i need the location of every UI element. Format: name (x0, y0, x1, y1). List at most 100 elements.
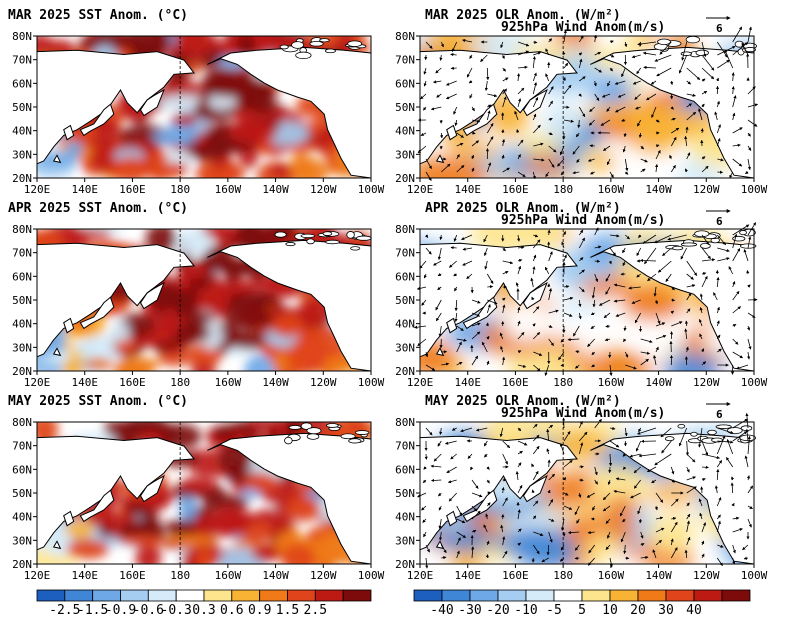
wind-arrow (517, 265, 522, 275)
wind-arrow (578, 106, 586, 118)
wind-arrow (517, 556, 523, 560)
wind-arrow (578, 431, 588, 442)
lon-tick-label: 140W (262, 569, 289, 582)
wind-arrow (716, 320, 720, 327)
wind-arrow (635, 106, 641, 110)
wind-arrow (686, 513, 691, 520)
lat-tick-label: 20N (12, 558, 32, 571)
wind-arrow (423, 466, 427, 470)
wind-arrow (486, 303, 491, 314)
wind-arrow (454, 299, 458, 312)
wind-arrow (453, 106, 458, 115)
colorbar-label: -10 (514, 603, 537, 618)
wind-arrow (732, 557, 736, 565)
wind-arrow (532, 470, 539, 481)
wind-arrow (423, 106, 427, 111)
wind-arrow (517, 462, 522, 468)
wind-arrow (670, 547, 678, 559)
colorbar-label: -5 (546, 603, 562, 618)
wind-arrow (501, 154, 505, 160)
coastline (36, 49, 195, 165)
wind-arrow (548, 132, 553, 136)
lat-tick-label: 70N (12, 440, 32, 453)
wind-arrow (466, 67, 473, 78)
wind-arrow (635, 440, 642, 452)
wind-arrow (456, 537, 461, 546)
wind-arrow (747, 145, 752, 151)
panel-olr-may: 120E 140E 160E 180 160W 140W 120W 100W 20N 30N 40N… (395, 394, 767, 582)
colorbar-swatch (553, 589, 583, 602)
wind-arrow (732, 306, 742, 314)
wind-arrow (438, 518, 442, 530)
coastline (462, 489, 498, 523)
wind-arrow (592, 505, 596, 511)
wind-arrow (684, 168, 688, 173)
wind-arrow (591, 351, 595, 356)
wind-arrow (643, 65, 657, 70)
lon-tick-label: 140E (454, 376, 481, 389)
wind-arrow (532, 323, 536, 327)
wind-arrow (655, 516, 664, 520)
wind-arrow (701, 156, 706, 160)
lon-tick-label: 140W (645, 183, 672, 196)
wind-arrow (475, 427, 488, 432)
wind-arrow (425, 544, 430, 553)
wind-arrow (447, 479, 457, 484)
wind-arrow (563, 492, 569, 496)
wind-arrow (486, 502, 491, 507)
wind-arrow (502, 297, 506, 302)
wind-arrow (548, 158, 555, 168)
colorbar-swatch (342, 589, 372, 602)
wind-arrow (607, 531, 611, 539)
wind-arrow (655, 346, 659, 353)
wind-vectors (417, 26, 759, 182)
wind-arrow (548, 424, 554, 429)
island (672, 245, 684, 251)
wind-arrow (547, 489, 551, 494)
wind-arrow (644, 247, 657, 265)
wind-arrow (716, 514, 721, 520)
wind-arrow (548, 287, 553, 301)
wind-arrow (701, 41, 707, 58)
wind-arrow (487, 285, 494, 289)
wind-arrow (486, 466, 490, 470)
wind-arrow (517, 509, 521, 520)
wind-arrow (622, 466, 627, 470)
wind-arrow (499, 427, 504, 438)
wind-arrow (747, 158, 752, 171)
wind-arrow (470, 466, 474, 471)
wind-arrow (440, 41, 444, 48)
colorbar-label: -2.5 (49, 603, 80, 618)
wind-arrow (450, 66, 457, 70)
wind-arrow (742, 544, 749, 551)
island (295, 51, 312, 60)
lon-tick-label: 120E (24, 376, 51, 389)
lon-tick-label: 120E (407, 183, 434, 196)
panel-title: MAY 2025 OLR Anom. (W/m²) (425, 394, 621, 409)
wind-arrow (456, 338, 467, 342)
lon-tick-label: 100W (741, 376, 768, 389)
lat-tick-label: 20N (12, 365, 32, 378)
colorbar-swatch (175, 589, 205, 602)
wind-arrow (471, 119, 481, 123)
wind-arrow (558, 351, 565, 361)
lat-tick-label: 80N (395, 30, 415, 43)
wind-arrow (747, 505, 753, 510)
wind-arrow (732, 528, 743, 533)
wind-arrow (637, 119, 642, 127)
wind-arrow (562, 76, 566, 82)
lon-tick-label: 140W (262, 376, 289, 389)
wind-arrow (471, 322, 481, 327)
colorbar-swatch (469, 589, 499, 602)
wind-arrow (545, 48, 550, 56)
wind-arrow (435, 67, 442, 74)
wind-arrow (588, 544, 596, 554)
wind-arrow (717, 348, 722, 353)
wind-arrow (567, 531, 580, 535)
wind-arrow (642, 51, 657, 56)
coastline (52, 347, 62, 357)
coastline (36, 435, 195, 551)
wind-arrow (485, 322, 489, 327)
wind-arrow (636, 427, 657, 435)
island (324, 48, 336, 54)
